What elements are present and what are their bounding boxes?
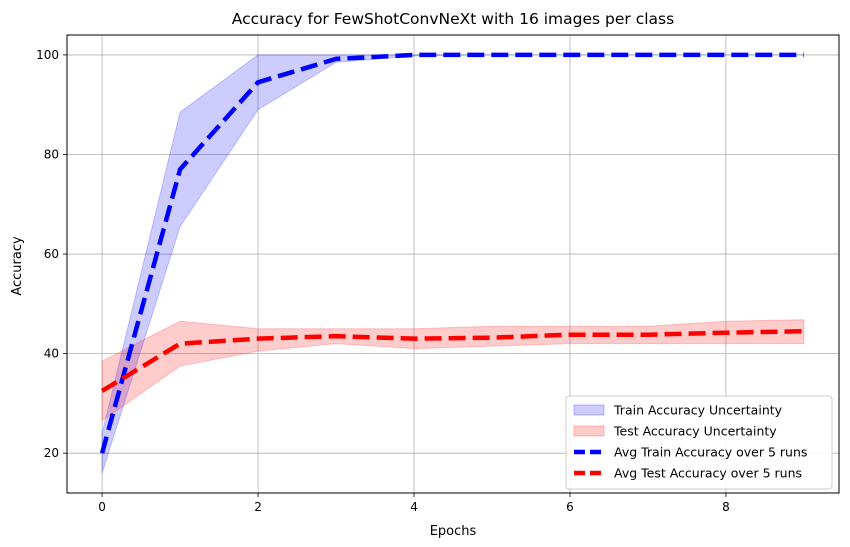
legend-label: Train Accuracy Uncertainty bbox=[613, 403, 783, 418]
chart-title: Accuracy for FewShotConvNeXt with 16 ima… bbox=[232, 10, 674, 28]
series-lines bbox=[99, 52, 804, 454]
axis-ticks: 0 2 4 6 8 20 40 60 80 100 bbox=[36, 48, 730, 514]
x-tick-label: 8 bbox=[722, 500, 730, 514]
y-tick-label: 40 bbox=[44, 347, 59, 361]
legend-label: Avg Train Accuracy over 5 runs bbox=[614, 445, 807, 460]
y-tick-label: 80 bbox=[44, 147, 59, 161]
legend-label: Avg Test Accuracy over 5 runs bbox=[614, 466, 802, 481]
legend-box bbox=[565, 395, 833, 490]
series-line-1 bbox=[100, 328, 804, 393]
x-tick-label: 0 bbox=[98, 500, 106, 514]
legend: Train Accuracy Uncertainty Test Accuracy … bbox=[565, 395, 833, 490]
legend-label: Test Accuracy Uncertainty bbox=[613, 424, 777, 439]
uncertainty-band-1 bbox=[101, 319, 805, 422]
y-tick-label: 20 bbox=[44, 446, 59, 460]
series-line-0 bbox=[99, 52, 804, 454]
y-tick-label: 60 bbox=[44, 247, 59, 261]
plot-frame bbox=[66, 34, 840, 494]
y-axis-label: Accuracy bbox=[10, 236, 25, 296]
legend-swatch-band bbox=[573, 404, 605, 416]
x-tick-label: 2 bbox=[254, 500, 262, 514]
x-axis-label: Epochs bbox=[430, 524, 477, 539]
x-tick-label: 6 bbox=[566, 500, 574, 514]
x-tick-label: 4 bbox=[410, 500, 418, 514]
legend-swatch-band bbox=[573, 425, 605, 437]
y-tick-label: 100 bbox=[36, 48, 59, 62]
